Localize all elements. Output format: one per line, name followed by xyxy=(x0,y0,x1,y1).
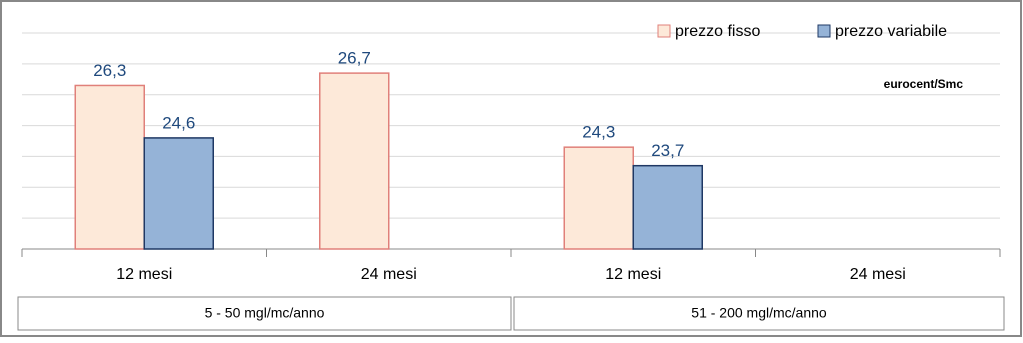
group-label: 5 - 50 mgl/mc/anno xyxy=(205,305,325,321)
group-label: 51 - 200 mgl/mc/anno xyxy=(691,305,827,321)
bar xyxy=(632,164,703,250)
x-tick-label: 24 mesi xyxy=(850,266,906,283)
x-tick-label: 12 mesi xyxy=(116,266,172,283)
group-box xyxy=(17,296,512,331)
x-tick-label: 12 mesi xyxy=(605,266,661,283)
unit-label: eurocent/Smc xyxy=(884,77,964,91)
bar xyxy=(74,84,145,250)
bar xyxy=(319,72,390,250)
value-label: 24,6 xyxy=(162,113,195,132)
group-box xyxy=(513,296,1005,331)
value-label: 26,7 xyxy=(338,49,371,68)
legend-label: prezzo variabile xyxy=(835,23,947,40)
value-label: 23,7 xyxy=(651,141,684,160)
x-tick-label: 24 mesi xyxy=(361,266,417,283)
value-label: 24,3 xyxy=(582,123,615,142)
bar xyxy=(563,146,634,250)
legend-swatch xyxy=(817,24,831,38)
legend-swatch xyxy=(657,24,671,38)
value-label: 26,3 xyxy=(93,61,126,80)
bar xyxy=(143,137,214,250)
legend-label: prezzo fisso xyxy=(675,23,760,40)
